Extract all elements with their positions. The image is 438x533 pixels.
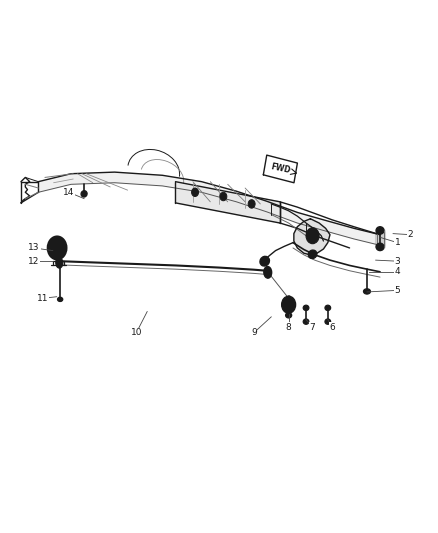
Circle shape [55,245,59,251]
Text: 13: 13 [28,244,40,253]
Ellipse shape [325,305,331,311]
Text: 8: 8 [286,323,292,332]
Polygon shape [294,219,330,255]
Text: 12: 12 [28,257,40,265]
Ellipse shape [56,257,63,268]
Ellipse shape [303,305,309,311]
Circle shape [248,200,255,208]
Polygon shape [263,155,297,183]
Circle shape [310,232,315,239]
Ellipse shape [264,266,272,278]
Text: 14: 14 [63,188,74,197]
Polygon shape [39,172,380,245]
Circle shape [261,257,268,265]
Circle shape [282,296,296,313]
Text: 6: 6 [329,323,335,332]
Text: 7: 7 [310,323,315,332]
Text: 10: 10 [131,328,142,337]
Ellipse shape [57,250,63,254]
Text: 5: 5 [395,286,400,295]
Ellipse shape [308,250,317,259]
Ellipse shape [376,243,384,251]
Circle shape [191,188,198,197]
Text: FWD: FWD [270,163,291,175]
Circle shape [220,192,227,201]
Ellipse shape [376,227,384,234]
Ellipse shape [57,297,63,302]
Text: 4: 4 [395,268,400,276]
Text: 1: 1 [395,238,400,247]
Text: 2: 2 [408,230,413,239]
Ellipse shape [260,256,269,266]
Ellipse shape [303,319,309,324]
Text: 9: 9 [251,328,257,337]
Circle shape [52,241,62,254]
Ellipse shape [81,191,87,197]
Polygon shape [176,182,280,223]
Ellipse shape [325,319,331,324]
Text: 11: 11 [37,294,49,303]
Circle shape [306,228,319,244]
Circle shape [47,236,67,260]
Text: 3: 3 [395,257,400,265]
Ellipse shape [286,313,292,318]
Ellipse shape [364,289,371,294]
